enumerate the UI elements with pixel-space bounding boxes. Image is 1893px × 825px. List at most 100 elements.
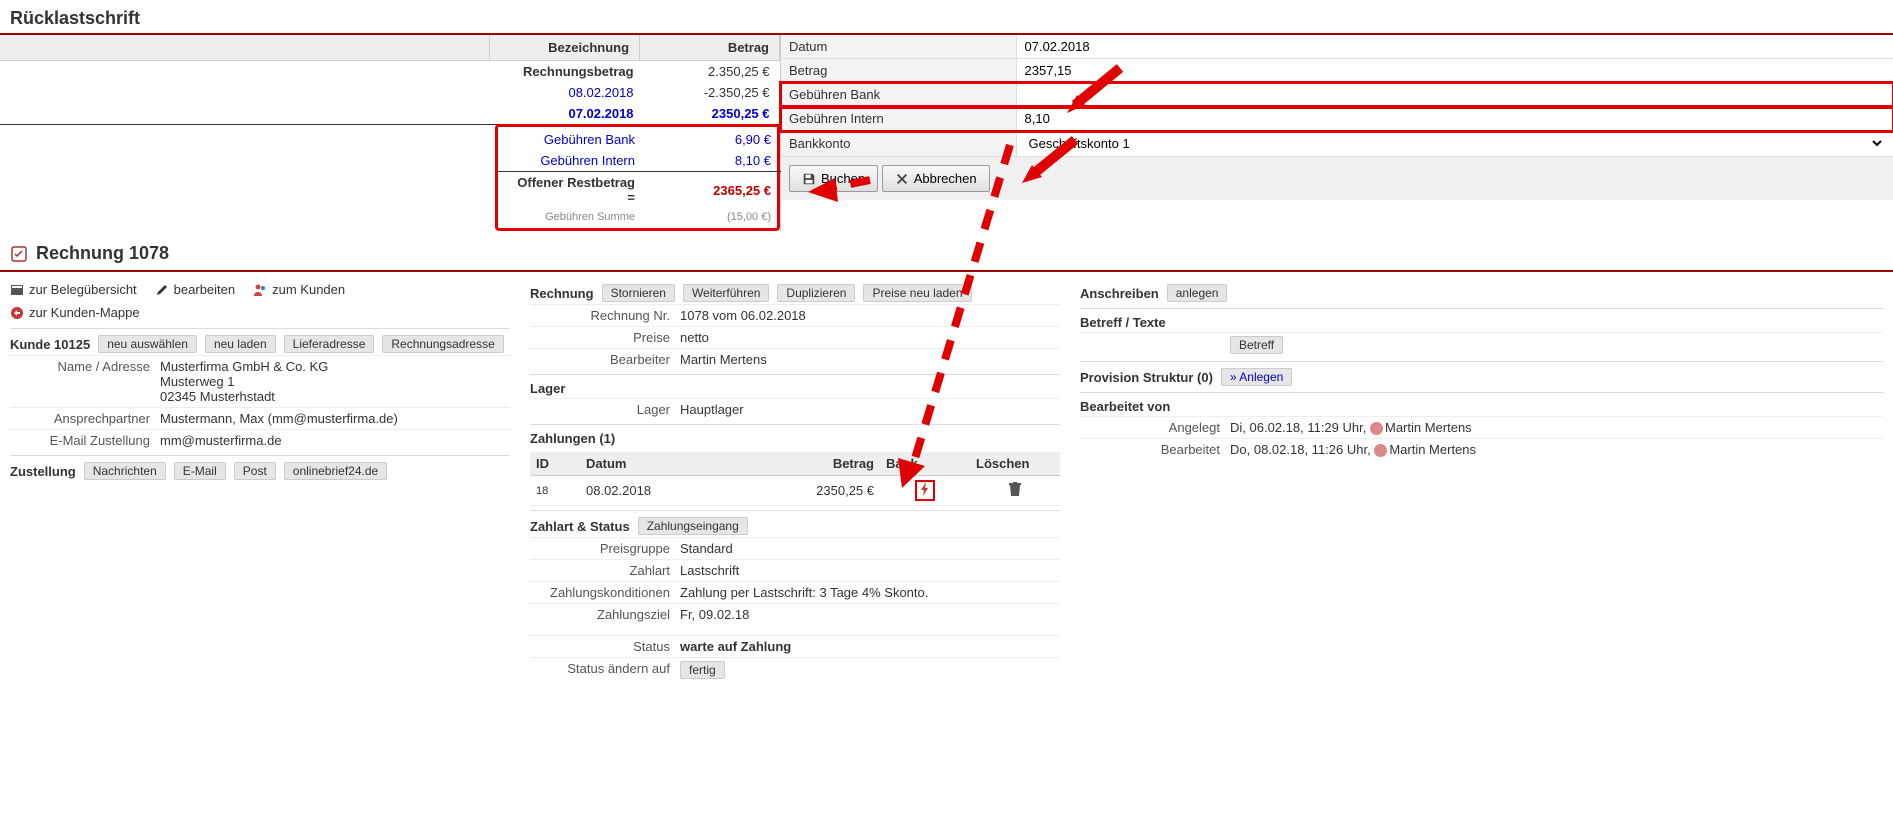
form-fee-intern-label: Gebühren Intern	[781, 107, 1016, 131]
contact-value: Mustermann, Max (mm@musterfirma.de)	[160, 411, 510, 426]
pencil-icon	[155, 283, 169, 297]
created-label: Angelegt	[1080, 420, 1230, 435]
created-date: Di, 06.02.18, 11:29 Uhr,	[1230, 420, 1366, 435]
customer-street: Musterweg 1	[160, 374, 510, 389]
nav-edit[interactable]: bearbeiten	[155, 282, 235, 297]
pill-betreff[interactable]: Betreff	[1230, 336, 1283, 354]
close-icon	[895, 172, 909, 186]
modified-date: Do, 08.02.18, 11:26 Uhr,	[1230, 442, 1371, 457]
due-label: Zahlungsziel	[530, 607, 680, 622]
form-panel: Datum Betrag Gebühren Bank Gebühren Inte…	[780, 35, 1893, 231]
created-by: Martin Mertens	[1385, 420, 1472, 435]
delete-action[interactable]	[1009, 484, 1021, 499]
customer-heading: Kunde 10125	[10, 337, 90, 352]
letter-heading: Anschreiben	[1080, 286, 1159, 301]
pill-email[interactable]: E-Mail	[174, 462, 226, 480]
nr-label: Rechnung Nr.	[530, 308, 680, 323]
row-remaining-label: Offener Restbetrag =	[498, 172, 641, 209]
pill-onlinebrief[interactable]: onlinebrief24.de	[284, 462, 387, 480]
invoice-title: Rechnung 1078	[36, 243, 169, 264]
email-value: mm@musterfirma.de	[160, 433, 510, 448]
payment-amount: 2350,25 €	[737, 476, 880, 506]
contact-label: Ansprechpartner	[10, 411, 160, 426]
pill-neu-laden[interactable]: neu laden	[205, 335, 276, 353]
nav-folder[interactable]: zur Kunden-Mappe	[10, 305, 140, 320]
page-title: Rücklastschrift	[0, 0, 1893, 33]
col-amount: Betrag	[640, 35, 780, 61]
avatar-icon	[1374, 444, 1387, 457]
detail-heading: Rechnung	[530, 286, 594, 301]
provision-heading: Provision Struktur (0)	[1080, 370, 1213, 385]
pill-weiterfuehren[interactable]: Weiterführen	[683, 284, 769, 302]
form-fee-bank-label: Gebühren Bank	[781, 83, 1016, 107]
pill-nachrichten[interactable]: Nachrichten	[84, 462, 166, 480]
type-label: Zahlart	[530, 563, 680, 578]
form-amount-input[interactable]	[1025, 63, 1115, 78]
col-delete: Löschen	[970, 452, 1060, 476]
stock-label: Lager	[530, 402, 680, 417]
customer-name: Musterfirma GmbH & Co. KG	[160, 359, 510, 374]
status-label: Status	[530, 639, 680, 654]
nav-overview[interactable]: zur Belegübersicht	[10, 282, 137, 297]
save-button[interactable]: Buchen	[789, 165, 878, 192]
cond-label: Zahlungskonditionen	[530, 585, 680, 600]
lightning-icon	[920, 482, 930, 496]
pill-duplizieren[interactable]: Duplizieren	[777, 284, 855, 302]
form-amount-label: Betrag	[781, 59, 1016, 83]
row-fee-intern-label[interactable]: Gebühren Intern	[498, 150, 641, 172]
folder-icon	[10, 306, 24, 320]
pill-provision-anlegen[interactable]: » Anlegen	[1221, 368, 1292, 386]
form-fee-bank-input[interactable]	[1025, 87, 1115, 102]
row-invoice-amount: 2.350,25 €	[640, 61, 780, 83]
summary-panel: Bezeichnung Betrag Rechnungsbetrag2.350,…	[0, 35, 780, 231]
pill-zahlungseingang[interactable]: Zahlungseingang	[638, 517, 748, 535]
save-icon	[802, 172, 816, 186]
customer-city: 02345 Musterhstadt	[160, 389, 510, 404]
pill-post[interactable]: Post	[234, 462, 276, 480]
modified-label: Bearbeitet	[1080, 442, 1230, 457]
row-date1-amount: -2.350,25 €	[640, 82, 780, 103]
row-date2-amount: 2350,25 €	[640, 103, 780, 125]
type-value: Lastschrift	[680, 563, 1060, 578]
col-desc: Bezeichnung	[490, 35, 640, 61]
chargeback-action[interactable]	[915, 480, 935, 501]
nr-value: 1078 vom 06.02.2018	[680, 308, 1060, 323]
col-bank: Bank	[880, 452, 970, 476]
form-fee-intern-input[interactable]	[1025, 111, 1115, 126]
pill-fertig[interactable]: fertig	[680, 661, 725, 679]
row-fee-intern: 8,10 €	[641, 150, 781, 172]
form-account-select[interactable]: Geschäftskonto 1	[1025, 135, 1886, 152]
row-fee-sum-label: Gebühren Summe	[498, 208, 641, 226]
payment-id: 18	[530, 476, 580, 506]
row-fee-bank-label[interactable]: Gebühren Bank	[498, 129, 641, 150]
stock-value: Hauptlager	[680, 402, 1060, 417]
col-date: Datum	[580, 452, 737, 476]
pill-preise-laden[interactable]: Preise neu laden	[863, 284, 971, 302]
group-value: Standard	[680, 541, 1060, 556]
price-value: netto	[680, 330, 1060, 345]
stock-heading: Lager	[530, 381, 565, 396]
pill-stornieren[interactable]: Stornieren	[602, 284, 675, 302]
person-icon	[253, 283, 267, 297]
row-remaining: 2365,25 €	[641, 172, 781, 209]
cancel-button[interactable]: Abbrechen	[882, 165, 990, 192]
status-value: warte auf Zahlung	[680, 639, 1060, 654]
edited-heading: Bearbeitet von	[1080, 399, 1170, 414]
row-invoice-amount-label: Rechnungsbetrag	[490, 61, 640, 83]
pill-neu-auswaehlen[interactable]: neu auswählen	[98, 335, 197, 353]
row-fee-bank: 6,90 €	[641, 129, 781, 150]
list-icon	[10, 283, 24, 297]
trash-icon	[1009, 482, 1021, 496]
form-account-label: Bankkonto	[781, 131, 1016, 157]
form-date-input[interactable]	[1025, 39, 1115, 54]
pill-rechnungsadresse[interactable]: Rechnungsadresse	[382, 335, 503, 353]
invoice-icon	[10, 245, 28, 263]
pill-anlegen[interactable]: anlegen	[1167, 284, 1228, 302]
row-date2-label[interactable]: 07.02.2018	[490, 103, 640, 125]
pill-lieferadresse[interactable]: Lieferadresse	[284, 335, 375, 353]
avatar-icon	[1370, 422, 1383, 435]
editor-value: Martin Mertens	[680, 352, 1060, 367]
price-label: Preise	[530, 330, 680, 345]
row-date1-label[interactable]: 08.02.2018	[490, 82, 640, 103]
nav-customer[interactable]: zum Kunden	[253, 282, 345, 297]
